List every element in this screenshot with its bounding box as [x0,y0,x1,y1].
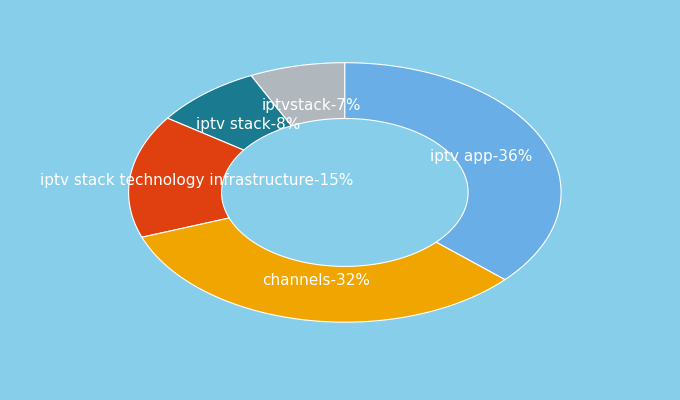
Polygon shape [251,63,345,126]
Text: iptv stack technology infrastructure-15%: iptv stack technology infrastructure-15% [40,174,354,188]
Text: channels-32%: channels-32% [262,273,371,288]
Text: iptvstack-7%: iptvstack-7% [262,98,361,112]
Polygon shape [142,218,505,322]
Text: iptv stack-8%: iptv stack-8% [196,117,300,132]
Polygon shape [345,63,561,280]
Polygon shape [129,118,243,237]
Polygon shape [167,76,291,150]
Text: iptv app-36%: iptv app-36% [430,149,532,164]
